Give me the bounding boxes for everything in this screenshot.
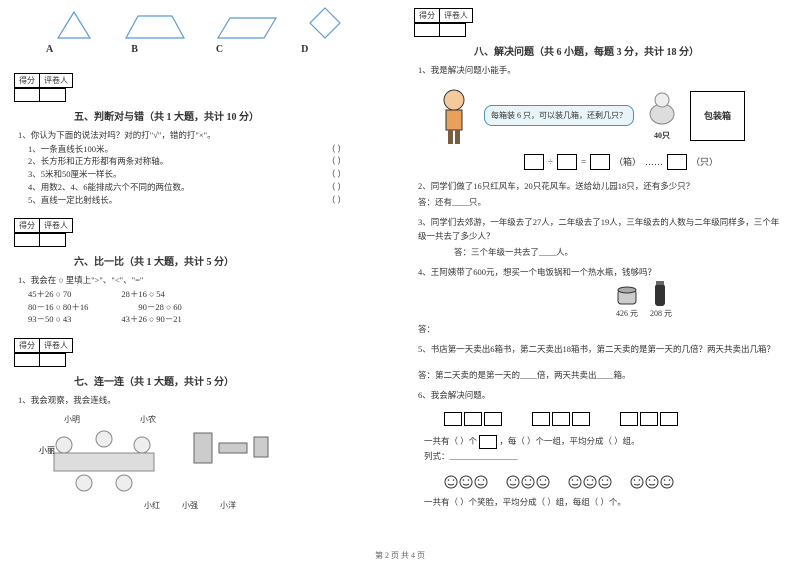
- smiley-icon: [660, 475, 674, 489]
- smiley-icon: [459, 475, 473, 489]
- q8-3-ans[interactable]: 答：三个年级一共去了____人。: [454, 246, 786, 258]
- children-table-illustration: 小丽: [34, 425, 294, 500]
- label-d: D: [301, 44, 308, 55]
- svg-text:小丽: 小丽: [39, 446, 55, 455]
- q5-intro: 1、你认为下面的说法对吗？对的打"√"，错的打"×"。: [18, 129, 386, 143]
- label-c: C: [216, 44, 223, 55]
- reviewer-header: 评卷人: [40, 73, 73, 88]
- judge-item: 5、直线一定比射线长。（ ）: [28, 194, 386, 207]
- section-5-title: 五、判断对与错（共 1 大题，共计 10 分）: [74, 108, 386, 123]
- boy-illustration: [434, 86, 474, 146]
- connect-picture: 小明 小农 小丽 小红 小强 小洋: [34, 414, 386, 511]
- q7-intro: 1、我会观察，我会连线。: [18, 394, 386, 408]
- smiley-icon: [598, 475, 612, 489]
- section-6: 得分 评卷人 六、比一比（共 1 大题，共计 5 分） 1、我会在 ○ 里填上"…: [14, 218, 386, 326]
- problem-1-figure: 每箱装 6 只，可以装几箱，还剩几只？ 40只 包装箱: [434, 86, 786, 146]
- section-6-title: 六、比一比（共 1 大题，共计 5 分）: [74, 253, 386, 268]
- eq-input[interactable]: [557, 154, 577, 170]
- equation-row: ÷ = （箱） …… （只）: [524, 154, 786, 170]
- triangle-shape: [54, 10, 94, 40]
- section-7: 得分 评卷人 七、连一连（共 1 大题，共计 5 分） 1、我会观察，我会连线。…: [14, 338, 386, 511]
- q8-3: 3、同学们去郊游，一年级去了27人，二年级去了19人，三年级去的人数与二年级同样…: [418, 216, 786, 243]
- smiley-icon: [583, 475, 597, 489]
- label-a: A: [46, 44, 53, 55]
- q8-4: 4、王阿姨带了600元，想买一个电饭锅和一个热水瓶，钱够吗？: [418, 266, 786, 280]
- shapes-row: [54, 8, 386, 40]
- q8-5-ans[interactable]: 答：第二天卖的是第一天的____倍，两天共卖出____箱。: [418, 369, 786, 381]
- label-b: B: [131, 44, 138, 55]
- smileys-row: [444, 475, 786, 489]
- judge-item: 2、长方形和正方形都有两条对称轴。（ ）: [28, 155, 386, 168]
- q8-4-ans[interactable]: 答：: [418, 323, 786, 335]
- section-5: 得分 评卷人 五、判断对与错（共 1 大题，共计 10 分） 1、你认为下面的说…: [14, 73, 386, 206]
- eq-input[interactable]: [524, 154, 544, 170]
- speech-bubble: 每箱装 6 只，可以装几箱，还剩几只？: [484, 105, 634, 126]
- judge-item: 1、一条直线长100米。（ ）: [28, 143, 386, 156]
- score-box: 得分 评卷人: [414, 8, 786, 37]
- smiley-icon: [474, 475, 488, 489]
- smiley-icon: [630, 475, 644, 489]
- shape-labels: A B C D: [46, 44, 386, 55]
- reviewer-blank[interactable]: [40, 88, 66, 102]
- q6-line2[interactable]: 列式：________________: [424, 449, 786, 464]
- score-box: 得分 评卷人: [14, 338, 386, 367]
- smiley-icon: [444, 475, 458, 489]
- judge-item: 4、用数2、4、6能排成六个不同的两位数。（ ）: [28, 181, 386, 194]
- page-footer: 第 2 页 共 4 页: [0, 550, 800, 561]
- left-column: A B C D 得分 评卷人 五、判断对与错（共 1 大题，共计 10 分） 1…: [0, 0, 400, 565]
- smiley-icon: [506, 475, 520, 489]
- q6-line1: 一共有（ ）个 ，每（ ）个一组，平均分成（ ）组。: [424, 434, 786, 449]
- section-7-title: 七、连一连（共 1 大题，共计 5 分）: [74, 373, 386, 388]
- eq-input[interactable]: [590, 154, 610, 170]
- score-box: 得分 评卷人: [14, 218, 386, 247]
- fill-boxes-row: [444, 412, 786, 426]
- parallelogram-shape: [216, 16, 278, 40]
- q6-line3[interactable]: 一共有（ ）个笑脸，平均分成（ ）组，每组（ ）个。: [424, 495, 786, 510]
- score-blank[interactable]: [14, 88, 40, 102]
- q8-2-ans[interactable]: 答：还有____只。: [418, 196, 786, 208]
- q8-2: 2、同学们做了16只红风车，20只花风车。送给幼儿园18只，还有多少只？: [418, 180, 786, 194]
- q8-5: 5、书店第一天卖出6箱书，第二天卖出18箱书，第二天卖的是第一天的几倍？两天共卖…: [418, 343, 786, 357]
- price-row: 426 元 208 元: [614, 280, 786, 319]
- thermos-icon: [650, 280, 670, 308]
- rice-cooker-icon: [614, 282, 640, 308]
- smiley-icon: [521, 475, 535, 489]
- trapezoid-shape: [124, 14, 186, 40]
- smiley-icon: [536, 475, 550, 489]
- score-header: 得分: [14, 73, 40, 88]
- right-column: 得分 评卷人 八、解决问题（共 6 小题，每题 3 分，共计 18 分） 1、我…: [400, 0, 800, 565]
- eq-input[interactable]: [667, 154, 687, 170]
- smiley-icon: [645, 475, 659, 489]
- judge-item: 3、5米和50厘米一样长。（ ）: [28, 168, 386, 181]
- q8-1-intro: 1、我是解决问题小能手。: [418, 64, 786, 78]
- toy-dog-illustration: [644, 90, 680, 130]
- diamond-shape: [308, 6, 342, 40]
- q8-6: 6、我会解决问题。: [418, 389, 786, 403]
- smiley-icon: [568, 475, 582, 489]
- score-box: 得分 评卷人: [14, 73, 386, 102]
- pack-box: 包装箱: [690, 91, 745, 141]
- count-label: 40只: [644, 130, 680, 141]
- section-8-title: 八、解决问题（共 6 小题，每题 3 分，共计 18 分）: [474, 43, 786, 58]
- q6-intro: 1、我会在 ○ 里填上">"、"<"、"=": [18, 274, 386, 288]
